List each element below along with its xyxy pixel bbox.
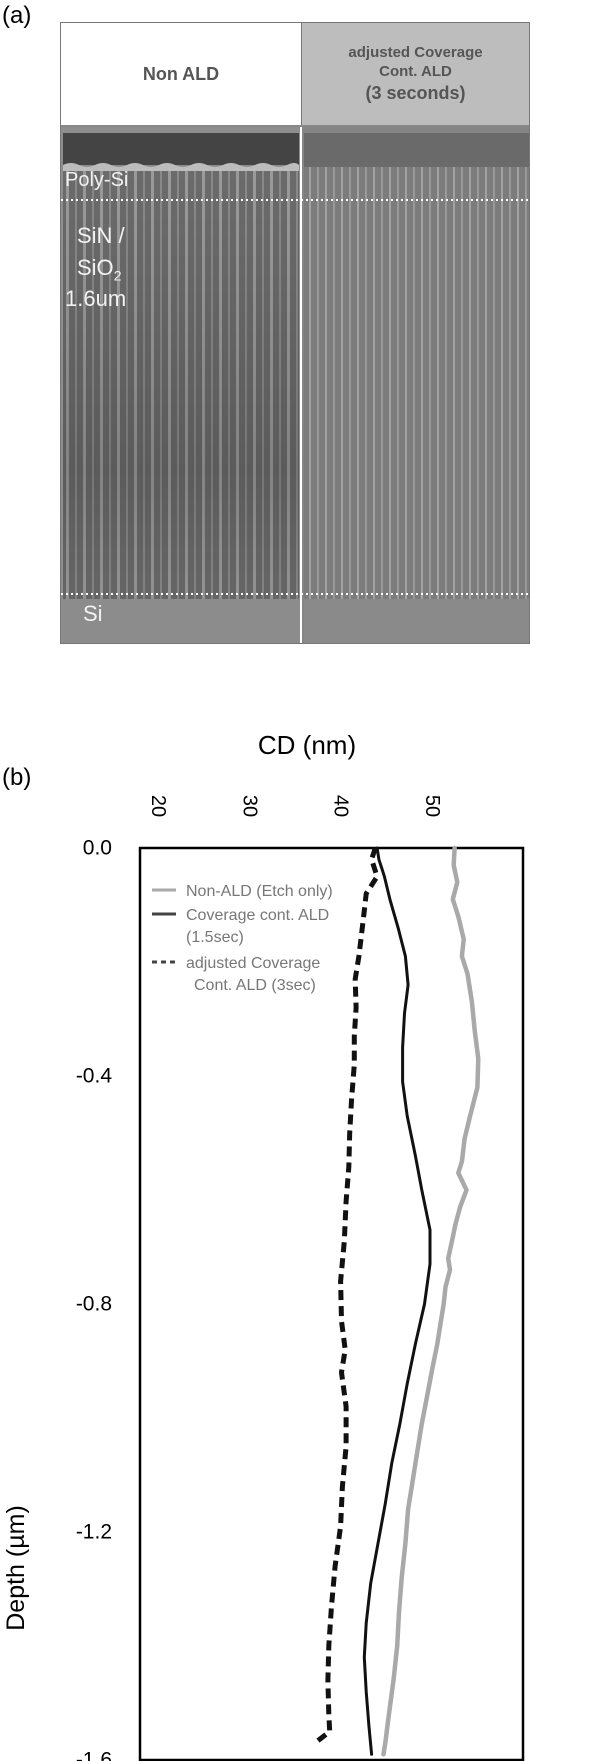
layer-label-sin: SiN / bbox=[77, 223, 125, 248]
header-divider bbox=[61, 125, 529, 127]
layer-label-thickness: 1.6um bbox=[65, 286, 127, 311]
layer-label-sio2-base: SiO bbox=[77, 255, 114, 280]
legend-label-adjusted-time: Cont. ALD (3sec) bbox=[194, 977, 316, 994]
sem-header: Non ALD adjusted Coverage Cont. ALD (3 s… bbox=[61, 23, 529, 125]
layer-label-sio2-subscript: 2 bbox=[113, 267, 122, 284]
chart-legend: Non-ALD (Etch only) Coverage cont. ALD (… bbox=[152, 883, 333, 994]
sem-figure: Non ALD adjusted Coverage Cont. ALD (3 s… bbox=[60, 22, 530, 644]
plot-frame bbox=[138, 846, 525, 1761]
layer-label-si: Si bbox=[83, 601, 103, 626]
series-line-coverage-1p5sec bbox=[362, 846, 432, 1756]
header-adjusted-ald: adjusted Coverage Cont. ALD (3 seconds) bbox=[302, 23, 529, 125]
header-non-ald: Non ALD bbox=[61, 23, 302, 125]
x-tick-label-40: 40 bbox=[330, 795, 352, 817]
y-tick-label-0: 0.0 bbox=[83, 837, 112, 860]
x-axis-title: CD (nm) bbox=[258, 730, 356, 760]
legend-label-adjusted: adjusted Coverage bbox=[186, 955, 320, 972]
panel-a-label: (a) bbox=[2, 2, 32, 29]
series-line-non-ald bbox=[381, 845, 481, 1757]
panel-b-label: (b) bbox=[2, 764, 32, 791]
x-tick-label-30: 30 bbox=[238, 795, 260, 817]
y-tick-label-m16: -1.6 bbox=[76, 1749, 112, 1761]
legend-label-non-ald: Non-ALD (Etch only) bbox=[186, 883, 333, 900]
cd-depth-chart: CD (nm) Depth (µm) 20 30 40 50 0.0 -0.4 … bbox=[2, 730, 525, 1761]
y-axis-title: Depth (µm) bbox=[2, 1505, 30, 1631]
legend-label-coverage-time: (1.5sec) bbox=[186, 929, 244, 946]
header-adjusted-line2: Cont. ALD bbox=[379, 63, 452, 80]
x-tick-label-50: 50 bbox=[421, 795, 443, 817]
y-tick-label-m08: -0.8 bbox=[76, 1293, 112, 1316]
layer-label-poly-si: Poly-Si bbox=[65, 169, 129, 191]
header-adjusted-line1: adjusted Coverage bbox=[348, 44, 483, 61]
sem-image bbox=[61, 127, 529, 643]
y-tick-label-m12: -1.2 bbox=[76, 1521, 112, 1544]
legend-label-coverage: Coverage cont. ALD bbox=[186, 907, 329, 924]
header-adjusted-line3: (3 seconds) bbox=[365, 83, 466, 103]
header-non-ald-text: Non ALD bbox=[142, 63, 220, 84]
y-tick-label-m04: -0.4 bbox=[76, 1065, 113, 1088]
sem-image-svg bbox=[61, 127, 529, 643]
x-tick-label-20: 20 bbox=[147, 795, 169, 817]
layer-label-sio2: SiO2 bbox=[77, 255, 121, 283]
